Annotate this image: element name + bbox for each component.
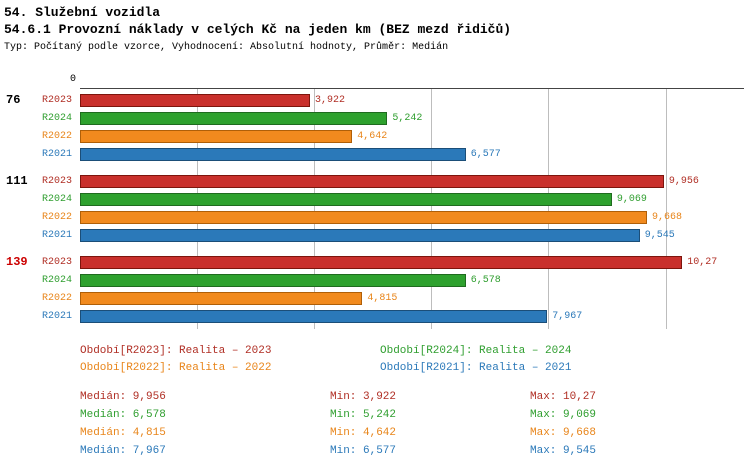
bar-value-label: 3,922 bbox=[314, 94, 345, 106]
bar-cell: 9,069 bbox=[80, 192, 745, 206]
bar-row: R2024 5,242 bbox=[0, 109, 745, 127]
group-label: 111 bbox=[6, 174, 28, 188]
series-label: R2023 bbox=[42, 175, 73, 187]
bar-value-label: 4,642 bbox=[357, 130, 388, 142]
bar-cell: 4,642 bbox=[80, 129, 745, 143]
gridlines bbox=[80, 89, 744, 329]
bar-cell: 7,967 bbox=[80, 309, 745, 323]
bar-value-label: 4,815 bbox=[367, 292, 398, 304]
bar-row: 111 R2023 9,956 bbox=[0, 172, 745, 190]
legend-item-r2022: Období[R2022]: Realita – 2022 bbox=[80, 362, 272, 374]
stat-max-r2024: Max: 9,069 bbox=[530, 409, 597, 421]
bar-row: 139 R2023 10,27 bbox=[0, 253, 745, 271]
bar-value-label: 9,069 bbox=[616, 193, 647, 205]
bar-row: R2022 9,668 bbox=[0, 208, 745, 226]
bar-rows: 76 R2023 3,922 R2024 5,242 R2022 4,642 bbox=[0, 91, 745, 334]
legend: Období[R2023]: Realita – 2023 Období[R20… bbox=[80, 345, 680, 374]
bar-group-139: 139 R2023 10,27 R2024 6,578 R2022 4,815 bbox=[0, 253, 745, 325]
bar-row: R2021 9,545 bbox=[0, 226, 745, 244]
series-label: R2022 bbox=[42, 292, 73, 304]
series-label: R2021 bbox=[42, 229, 73, 241]
bar bbox=[80, 291, 363, 305]
bar-group-76: 76 R2023 3,922 R2024 5,242 R2022 4,642 bbox=[0, 91, 745, 163]
series-label: R2024 bbox=[42, 112, 73, 124]
gridline bbox=[431, 89, 433, 329]
bar-value-label: 9,956 bbox=[668, 175, 699, 187]
bar-cell: 9,956 bbox=[80, 174, 745, 188]
chart-meta: Typ: Počítaný podle vzorce, Vyhodnocení:… bbox=[4, 42, 449, 53]
stats-table: Medián: 9,956 Min: 3,922 Max: 10,27 Medi… bbox=[80, 391, 710, 457]
series-label: R2023 bbox=[42, 256, 73, 268]
stat-median-r2022: Medián: 4,815 bbox=[80, 427, 166, 439]
bar-value-label: 7,967 bbox=[552, 310, 583, 322]
stat-median-r2023: Medián: 9,956 bbox=[80, 391, 166, 403]
bar bbox=[80, 309, 548, 323]
bar-row: R2021 6,577 bbox=[0, 145, 745, 163]
series-label: R2022 bbox=[42, 211, 73, 223]
axis-zero-label: 0 bbox=[70, 74, 77, 85]
bar bbox=[80, 174, 664, 188]
bar-group-111: 111 R2023 9,956 R2024 9,069 R2022 9,668 bbox=[0, 172, 745, 244]
bar-row: R2022 4,642 bbox=[0, 127, 745, 145]
stat-min-r2024: Min: 5,242 bbox=[330, 409, 397, 421]
bar bbox=[80, 129, 353, 143]
bar-value-label: 10,27 bbox=[687, 256, 718, 268]
series-label: R2023 bbox=[42, 94, 73, 106]
gridline bbox=[197, 89, 199, 329]
bar bbox=[80, 147, 466, 161]
bar bbox=[80, 93, 310, 107]
group-label: 139 bbox=[6, 255, 28, 269]
bar bbox=[80, 210, 647, 224]
bar-value-label: 5,242 bbox=[392, 112, 423, 124]
stat-max-r2023: Max: 10,27 bbox=[530, 391, 597, 403]
bar-value-label: 9,668 bbox=[651, 211, 682, 223]
bar-cell: 5,242 bbox=[80, 111, 745, 125]
bar-cell: 9,668 bbox=[80, 210, 745, 224]
bar-cell: 9,545 bbox=[80, 228, 745, 242]
page-title: 54. Služební vozidla bbox=[4, 5, 161, 20]
series-label: R2024 bbox=[42, 193, 73, 205]
bar-cell: 4,815 bbox=[80, 291, 745, 305]
bar-row: R2024 9,069 bbox=[0, 190, 745, 208]
bar-row: 76 R2023 3,922 bbox=[0, 91, 745, 109]
group-label: 76 bbox=[6, 93, 21, 107]
bar bbox=[80, 192, 612, 206]
series-label: R2021 bbox=[42, 148, 73, 160]
stat-median-r2021: Medián: 7,967 bbox=[80, 445, 166, 457]
bar-row: R2022 4,815 bbox=[0, 289, 745, 307]
series-label: R2022 bbox=[42, 130, 73, 142]
bar bbox=[80, 273, 466, 287]
bar-value-label: 6,577 bbox=[470, 148, 501, 160]
chart-title: 54.6.1 Provozní náklady v celých Kč na j… bbox=[4, 22, 512, 37]
bar bbox=[80, 111, 388, 125]
bar-cell: 3,922 bbox=[80, 93, 745, 107]
bar-value-label: 9,545 bbox=[644, 229, 675, 241]
bar-cell: 6,578 bbox=[80, 273, 745, 287]
legend-item-r2021: Období[R2021]: Realita – 2021 bbox=[380, 362, 572, 374]
stat-min-r2021: Min: 6,577 bbox=[330, 445, 397, 457]
stat-min-r2022: Min: 4,642 bbox=[330, 427, 397, 439]
chart-header: 54. Služební vozidla 54.6.1 Provozní nák… bbox=[4, 4, 511, 53]
bar-value-label: 6,578 bbox=[470, 274, 501, 286]
bar-cell: 10,27 bbox=[80, 255, 745, 269]
legend-item-r2023: Období[R2023]: Realita – 2023 bbox=[80, 345, 272, 357]
gridline bbox=[548, 89, 550, 329]
stat-min-r2023: Min: 3,922 bbox=[330, 391, 397, 403]
bar-cell: 6,577 bbox=[80, 147, 745, 161]
gridline bbox=[314, 89, 316, 329]
gridline bbox=[665, 89, 667, 329]
stat-max-r2021: Max: 9,545 bbox=[530, 445, 597, 457]
stat-median-r2024: Medián: 6,578 bbox=[80, 409, 166, 421]
series-label: R2021 bbox=[42, 310, 73, 322]
plot-area: 0 bbox=[70, 74, 744, 329]
bar bbox=[80, 228, 640, 242]
legend-item-r2024: Období[R2024]: Realita – 2024 bbox=[380, 345, 572, 357]
bar bbox=[80, 255, 683, 269]
bar-row: R2024 6,578 bbox=[0, 271, 745, 289]
stat-max-r2022: Max: 9,668 bbox=[530, 427, 597, 439]
series-label: R2024 bbox=[42, 274, 73, 286]
bar-row: R2021 7,967 bbox=[0, 307, 745, 325]
